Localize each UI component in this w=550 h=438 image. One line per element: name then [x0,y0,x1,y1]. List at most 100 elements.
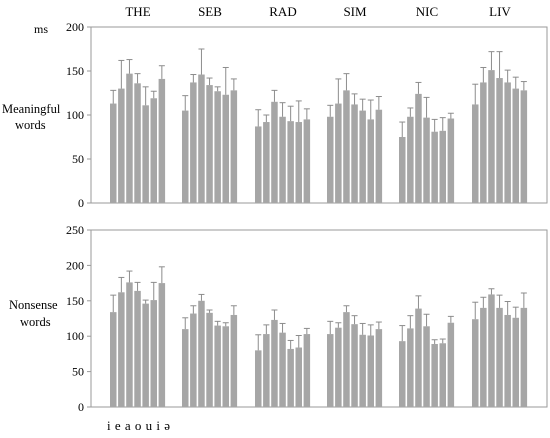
bar-rad-4 [287,348,294,407]
bar-rad-5 [295,347,302,407]
bar-the-6 [158,78,166,203]
bar-liv-2 [488,70,495,204]
group-header-nic: NIC [416,4,438,19]
bar-rad-4 [287,121,294,203]
bar-liv-0 [472,319,479,407]
bar-seb-4 [214,91,221,203]
bar-liv-1 [480,307,487,407]
bar-rad-2 [271,101,278,203]
bar-rad-2 [271,319,278,407]
bar-seb-6 [230,90,238,203]
panel-meaningful-words: 0 50 100 150 200 [66,20,548,210]
bar-the-2 [126,73,133,203]
bar-sim-5 [367,119,374,203]
bar-the-0 [110,103,117,203]
bar-nic-4 [431,131,438,203]
bar-liv-0 [472,104,479,203]
vowel-axis-labels: i e a o u i ə [107,418,171,433]
bar-the-6 [158,283,166,407]
y-tick-label: 200 [66,20,84,34]
bar-rad-1 [263,122,270,203]
y-tick-label: 100 [66,108,84,122]
bar-liv-5 [512,317,519,407]
bar-liv-1 [480,82,487,203]
bar-nic-1 [407,116,414,203]
bar-liv-3 [496,78,503,203]
bar-seb-3 [206,312,213,407]
bar-nic-2 [415,93,422,203]
bar-nic-6 [447,322,455,407]
bar-sim-0 [327,334,334,407]
bar-nic-0 [399,341,406,407]
group-header-seb: SEB [198,4,222,19]
bar-sim-3 [351,104,358,203]
bar-rad-6 [303,334,311,407]
bar-the-4 [142,105,149,203]
bar-seb-5 [222,94,229,203]
bar-sim-1 [335,327,342,407]
bar-seb-3 [206,85,213,203]
bar-rad-5 [295,122,302,203]
bar-the-0 [110,312,117,407]
bar-liv-6 [520,90,528,203]
bar-the-4 [142,303,149,407]
bar-liv-6 [520,307,528,407]
bar-rad-6 [303,119,311,203]
bar-the-3 [134,290,141,407]
y-tick-label: 100 [66,329,84,343]
y-tick-label: 200 [66,258,84,272]
bar-liv-2 [488,294,495,407]
group-header-the: THE [125,4,150,19]
y-tick-label: 150 [66,294,84,308]
y-tick-label: 50 [72,152,84,166]
bar-nic-1 [407,328,414,407]
bar-the-5 [150,300,157,407]
bar-nic-5 [439,130,446,203]
y-tick-label: 0 [78,196,84,210]
plot-frame [90,229,548,408]
bar-sim-4 [359,110,366,203]
bar-the-2 [126,282,133,407]
bar-sim-0 [327,116,334,203]
bar-seb-0 [182,110,189,203]
y-tick-label: 50 [72,365,84,379]
bar-sim-6 [375,109,383,203]
bar-seb-2 [198,300,205,407]
bar-the-5 [150,98,157,203]
bar-nic-3 [423,326,430,407]
y-tick-label: 0 [78,400,84,414]
y-tick-label: 150 [66,64,84,78]
bar-seb-2 [198,74,205,204]
bar-rad-1 [263,334,270,407]
bar-nic-6 [447,118,455,203]
bar-nic-0 [399,137,406,203]
bar-the-1 [118,88,125,203]
bar-nic-5 [439,343,446,407]
bar-liv-5 [512,88,519,203]
bar-nic-3 [423,117,430,203]
bar-rad-3 [279,116,286,203]
bar-sim-2 [343,90,350,203]
group-header-liv: LIV [489,4,511,19]
panel-label-meaningful-line1: Meaningful [2,102,61,116]
bar-seb-4 [214,325,221,407]
bar-nic-4 [431,343,438,407]
bar-liv-4 [504,314,511,407]
panel-label-nonsense-line2: words [20,315,51,329]
group-header-sim: SIM [343,4,367,19]
panel-nonsense-words: 0 50 100 150 200 250 [66,223,548,414]
panel-label-meaningful-line2: words [15,118,46,132]
bar-sim-6 [375,329,383,407]
bar-sim-1 [335,103,342,203]
bar-sim-3 [351,324,358,407]
bar-nic-2 [415,308,422,407]
bar-seb-6 [230,314,238,407]
bar-the-1 [118,292,125,407]
bar-sim-5 [367,335,374,407]
unit-label: ms [34,22,48,36]
bar-liv-3 [496,307,503,407]
bar-rad-0 [255,126,262,203]
bar-rad-0 [255,350,262,407]
y-tick-label: 250 [66,223,84,237]
